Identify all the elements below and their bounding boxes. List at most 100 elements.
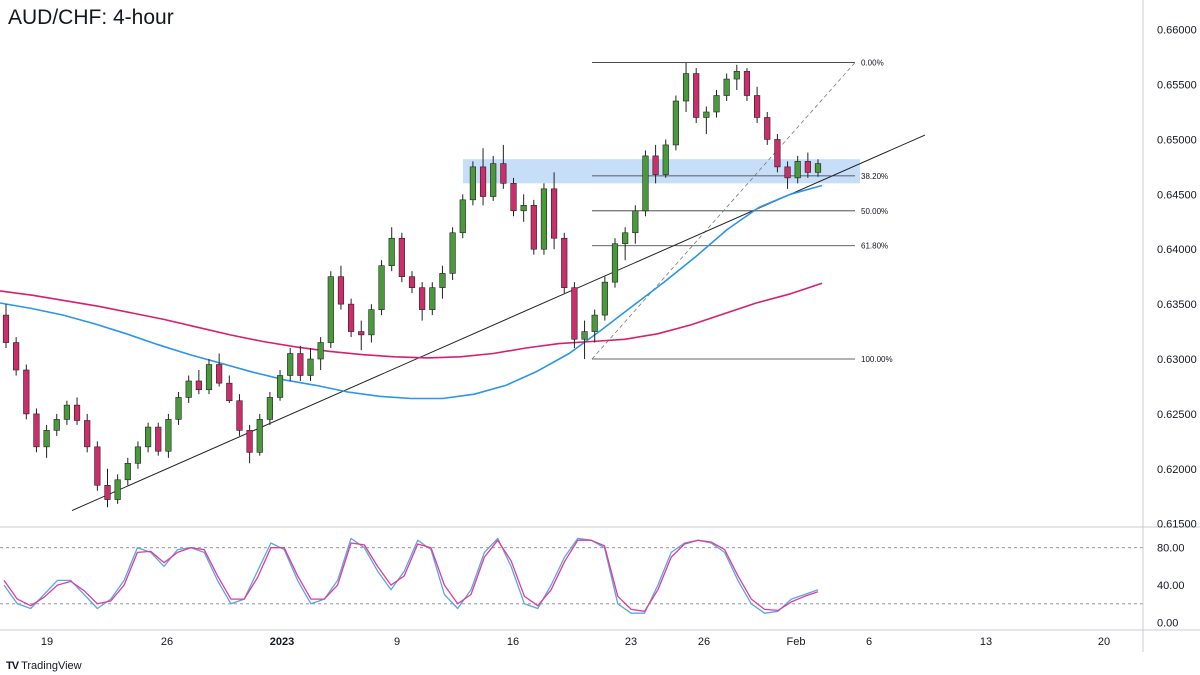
time-tick-label: 2023 <box>270 636 294 648</box>
candle-body <box>743 71 751 96</box>
price-tick-label: 0.64500 <box>1157 189 1197 201</box>
stoch-line <box>3 537 819 614</box>
candle-body <box>84 420 91 448</box>
candle-body <box>13 342 20 371</box>
candle-body <box>733 71 740 80</box>
price-tick-label: 0.65500 <box>1157 80 1197 92</box>
candle-body <box>530 205 537 250</box>
candle-body <box>622 232 629 245</box>
candle-body <box>388 237 395 266</box>
candle-body <box>287 353 294 376</box>
candle-body <box>124 463 131 481</box>
fib-level-label: 61.80% <box>861 242 888 251</box>
candle-body <box>449 232 456 274</box>
candle-body <box>205 364 213 391</box>
fib-level-label: 100.00% <box>861 355 893 364</box>
candle-body <box>317 342 324 360</box>
candle-body <box>378 265 385 310</box>
candle-body <box>500 163 507 184</box>
time-tick-label: 19 <box>41 636 53 648</box>
stochastic-pane[interactable] <box>0 537 1143 614</box>
candle-body <box>662 144 669 175</box>
candle-body <box>145 426 152 448</box>
candle-body <box>104 484 111 500</box>
tradingview-brand[interactable]: TV TradingView <box>6 660 82 672</box>
price-tick-label: 0.63000 <box>1157 354 1197 366</box>
candle-body <box>540 188 548 250</box>
chart-title: AUD/CHF: 4-hour <box>8 6 174 29</box>
time-tick-label: 23 <box>625 636 637 648</box>
candle-body <box>256 419 263 453</box>
time-tick-label: 13 <box>980 636 992 648</box>
time-tick-label: 16 <box>507 636 519 648</box>
candle-body <box>266 397 273 420</box>
candle-body <box>561 237 568 288</box>
candle-body <box>419 287 426 310</box>
stoch-tick-label: 40.00 <box>1157 580 1185 592</box>
candle-body <box>814 163 822 173</box>
candle-body <box>226 382 233 402</box>
candle-body <box>94 446 101 486</box>
candle-body <box>774 139 781 168</box>
price-pane[interactable]: 0.00% 38.20% 50.00% 61.80% 100.00% <box>0 59 926 511</box>
axes: 0.66000 0.65500 0.65000 0.64500 0.64000 0.635… <box>0 0 1200 652</box>
price-tick-label: 0.62500 <box>1157 409 1197 421</box>
stoch-tick-label: 80.00 <box>1157 543 1185 555</box>
candle-body <box>23 369 30 415</box>
candle-body <box>358 331 365 336</box>
stoch-line <box>3 539 819 612</box>
candle-body <box>398 237 405 277</box>
fib-level-label: 0.00% <box>861 59 884 68</box>
candle-body <box>469 166 476 201</box>
candle-body <box>439 273 446 288</box>
candle-body <box>459 199 466 234</box>
candle-body <box>2 314 10 343</box>
candle-body <box>591 314 598 332</box>
candle-body <box>195 380 202 391</box>
candle-body <box>165 419 172 452</box>
time-tick-label: 9 <box>394 636 400 648</box>
candle-body <box>713 95 720 113</box>
price-tick-label: 0.64000 <box>1157 244 1197 256</box>
candle-body <box>175 397 182 420</box>
time-tick-label: 20 <box>1098 636 1110 648</box>
candle-body <box>754 95 761 118</box>
tradingview-logo-icon: TV <box>6 660 19 672</box>
candle-body <box>784 166 791 179</box>
candle-body <box>693 73 700 118</box>
candle-body <box>73 404 81 421</box>
candle-body <box>703 111 710 118</box>
price-tick-label: 0.63500 <box>1157 299 1197 311</box>
candle-body <box>611 243 619 283</box>
candle-body <box>236 400 243 431</box>
candle-body <box>114 479 121 500</box>
price-tick-label: 0.62000 <box>1157 464 1197 476</box>
candle-body <box>276 375 284 398</box>
moving-average-line <box>0 184 823 400</box>
candle-body <box>632 210 639 234</box>
brand-label: TradingView <box>21 660 82 672</box>
candle-body <box>642 155 649 212</box>
price-tick-label: 0.65000 <box>1157 134 1197 146</box>
candle-body <box>764 117 771 140</box>
candle-body <box>408 276 416 288</box>
candle-body <box>682 73 690 102</box>
candle-body <box>723 78 730 96</box>
time-tick-label: Feb <box>787 636 806 648</box>
candle-body <box>429 287 436 310</box>
candle-body <box>368 309 375 336</box>
candle-body <box>327 276 334 343</box>
candle-body <box>510 183 517 212</box>
fib-level-label: 38.20% <box>861 172 888 181</box>
candle-body <box>348 303 355 332</box>
candle-body <box>216 364 223 384</box>
price-tick-label: 0.61500 <box>1157 519 1197 531</box>
candle-body <box>652 155 659 175</box>
candle-body <box>672 100 679 146</box>
candle-body <box>520 205 527 212</box>
candle-body <box>155 426 162 452</box>
candle-body <box>43 430 50 448</box>
candle-body <box>63 404 70 420</box>
